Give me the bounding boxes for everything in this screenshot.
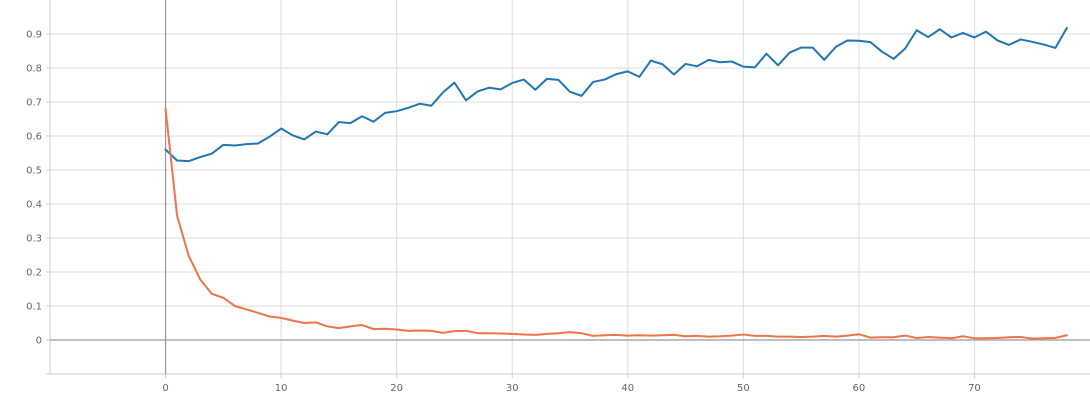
x-tick-label-40: 40 [621,383,634,394]
x-tick-label-70: 70 [968,383,981,394]
y-tick-label-0: 0 [36,336,42,347]
y-tick-label-2: 0.2 [26,268,42,279]
x-tick-label-60: 60 [853,383,866,394]
axis-layer [46,0,1090,378]
y-tick-label-9: 0.9 [26,30,42,41]
tick-label-layer: 0 10 20 30 40 50 60 70 0 0.1 0.2 0.3 0.4 0.5 0.6 0.7 0.8… [26,30,981,395]
x-tick-label-0: 0 [162,383,168,394]
series-line-0 [164,26,1068,163]
x-tick-label-10: 10 [275,383,288,394]
y-tick-label-8: 0.8 [26,64,42,75]
series-layer [164,26,1068,340]
grid-layer [50,0,1090,374]
x-tick-label-20: 20 [390,383,403,394]
y-tick-label-5: 0.5 [26,166,42,177]
y-tick-label-6: 0.6 [26,132,42,143]
x-tick-label-50: 50 [737,383,750,394]
y-tick-label-3: 0.3 [26,234,42,245]
y-tick-label-7: 0.7 [26,98,42,109]
y-tick-label-4: 0.4 [26,200,42,211]
x-tick-label-30: 30 [506,383,519,394]
y-tick-label-1: 0.1 [26,302,42,313]
series-line-1 [164,107,1068,340]
